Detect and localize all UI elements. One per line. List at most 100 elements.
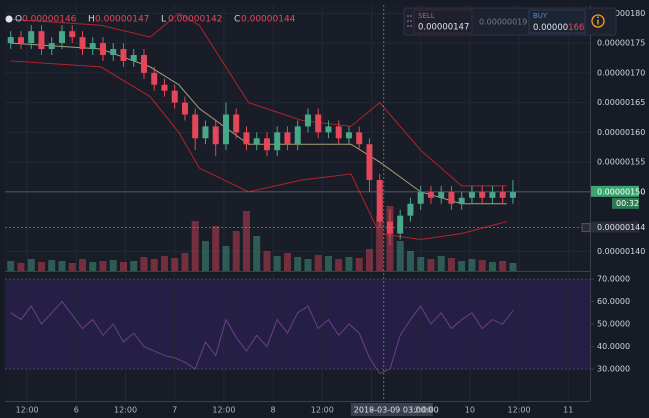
candle-body — [438, 191, 445, 198]
volume-bar — [294, 257, 302, 271]
x-tick-label: 12:00 — [508, 406, 531, 415]
trade-widget: SELL 0.00000147 0.00000019 BUY 0.0000016… — [403, 7, 617, 36]
band-upper — [10, 12, 507, 187]
overlay-layer: 0.00000150 00:32 0.00000144 2018-03-09 03:0… — [5, 5, 645, 416]
candle-body — [284, 132, 291, 145]
rsi-tick-label: 60.0000 — [597, 297, 630, 306]
sell-price: 0.00000147 — [418, 23, 469, 33]
candle-body — [397, 215, 404, 234]
buy-price-main: 0.00000 — [533, 23, 568, 33]
candle-body — [356, 132, 363, 145]
x-tick-label: 11 — [563, 406, 573, 415]
volume-bar — [232, 231, 240, 271]
add-alert-button[interactable] — [581, 223, 591, 233]
y-tick-label: 0.00000155 — [597, 158, 645, 167]
candle-body — [304, 114, 311, 127]
crosshair-price-label: 0.00000144 — [597, 223, 645, 232]
ohlc-key: L — [161, 15, 166, 25]
sell-label: SELL — [418, 12, 435, 20]
volume-bar — [150, 259, 158, 271]
candle-body — [468, 191, 475, 198]
candle-body — [479, 191, 486, 198]
y-tick-label: 0.00000160 — [597, 128, 645, 137]
buy-price: 0.00000166 — [533, 23, 584, 33]
volume-bar — [253, 236, 261, 271]
x-tick-label: 12:00 — [409, 406, 432, 415]
buy-button[interactable] — [528, 9, 586, 34]
volume-bar — [499, 261, 507, 271]
volume-bar — [119, 262, 127, 271]
candle-body — [38, 31, 45, 50]
crosshair-price-box — [591, 221, 639, 233]
volume-bar — [130, 261, 138, 271]
candle-body — [315, 114, 322, 133]
candle-body — [376, 179, 383, 222]
countdown: 00:32 — [616, 199, 639, 208]
volume-bar — [78, 259, 86, 271]
candle-body — [243, 132, 250, 145]
volume-bar — [406, 251, 414, 271]
buy-price-highlight: 166 — [568, 23, 584, 33]
x-tick-label: 10 — [465, 406, 475, 415]
volume-bar — [335, 259, 343, 271]
x-tick-label: 9 — [369, 406, 374, 415]
volume-bar — [396, 241, 404, 271]
candle-body — [7, 37, 14, 44]
info-icon[interactable] — [591, 14, 605, 28]
volume-bar — [273, 256, 281, 271]
volume-bar — [509, 263, 517, 271]
volume-bar — [17, 263, 25, 271]
candle-body — [499, 191, 506, 198]
y-tick-label: 0.00000140 — [597, 247, 645, 256]
volume-bar — [109, 260, 117, 271]
rsi-tick-label: 70.0000 — [597, 275, 630, 284]
candle-body — [161, 84, 168, 91]
candle-body — [458, 197, 465, 204]
x-tick-label: 6 — [74, 406, 79, 415]
volume-bar — [345, 257, 353, 271]
y-tick-label: 0.00000170 — [597, 68, 645, 77]
last-price-label: 0.00000150 — [597, 187, 645, 196]
sell-button[interactable] — [413, 9, 473, 34]
candle-body — [79, 37, 86, 50]
volume-bar — [314, 255, 322, 271]
candle-body — [69, 31, 76, 38]
volume-bar — [37, 262, 45, 271]
volume-bar — [140, 257, 148, 271]
candle-body — [28, 31, 35, 44]
candle-body — [335, 126, 342, 139]
volume-bar — [468, 259, 476, 271]
drag-handle[interactable] — [407, 15, 412, 27]
candle-body — [509, 191, 516, 198]
candle-body — [202, 126, 209, 139]
buy-label: BUY — [533, 12, 548, 20]
ohlc-key: O — [15, 15, 22, 25]
volume-bar — [191, 221, 199, 271]
volume-bar — [212, 226, 220, 271]
volume-bar — [304, 259, 312, 271]
candle-body — [366, 144, 373, 180]
volume-bar — [365, 249, 373, 271]
candle-body — [233, 114, 240, 133]
volume-bar — [417, 257, 425, 271]
candle-body — [345, 132, 352, 139]
symbol-icon[interactable] — [5, 15, 13, 23]
x-tick-label: 8 — [271, 406, 276, 415]
volume-bar — [89, 262, 97, 271]
candle-body — [489, 191, 496, 198]
candle-body — [17, 37, 24, 44]
candle-body — [253, 138, 260, 145]
candle-body — [263, 138, 270, 151]
candle-body — [130, 54, 137, 61]
candle-body — [448, 191, 455, 204]
candle-body — [140, 54, 147, 73]
volume-bar — [68, 263, 76, 271]
x-tick-label: 12:00 — [114, 406, 137, 415]
volume-bar — [355, 258, 363, 271]
candle-body — [212, 126, 219, 145]
candle-body — [181, 102, 188, 115]
rsi-tick-label: 30.0000 — [597, 365, 630, 374]
ohlc-key: H — [88, 15, 95, 25]
volume-bar — [171, 258, 179, 271]
